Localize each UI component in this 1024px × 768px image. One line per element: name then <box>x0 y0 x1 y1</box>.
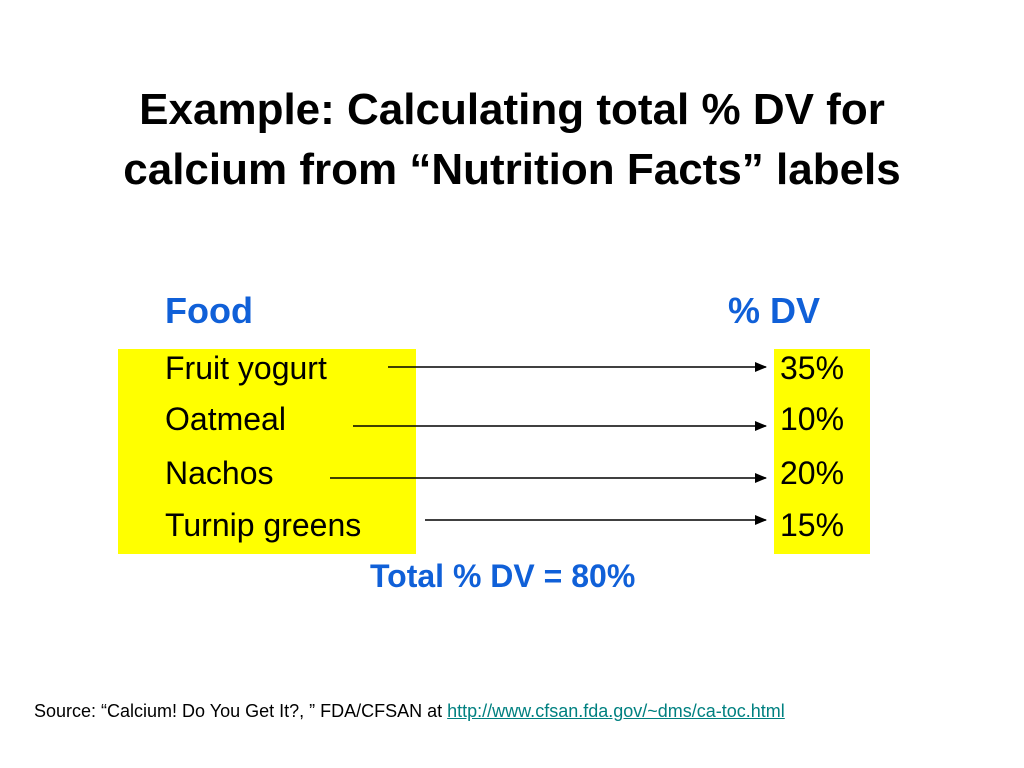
dv-value: 15% <box>780 507 845 543</box>
title-line-1: Example: Calculating total % DV for <box>139 85 885 134</box>
food-name: Oatmeal <box>165 401 286 437</box>
food-name: Fruit yogurt <box>165 350 327 386</box>
total-dv: Total % DV = 80% <box>370 558 636 594</box>
source-link[interactable]: http://www.cfsan.fda.gov/~dms/ca-toc.htm… <box>447 701 785 721</box>
dv-highlight <box>774 349 870 554</box>
food-name: Turnip greens <box>165 507 362 543</box>
dv-value: 20% <box>780 455 845 491</box>
dv-column-header: % DV <box>728 290 821 331</box>
slide-title: Example: Calculating total % DV for calc… <box>0 80 1024 200</box>
source-prefix: Source: “Calcium! Do You Get It?, ” FDA/… <box>34 701 448 721</box>
food-name: Nachos <box>165 455 274 491</box>
dv-value: 10% <box>780 401 845 437</box>
source-citation: Source: “Calcium! Do You Get It?, ” FDA/… <box>34 700 785 722</box>
title-line-2: calcium from “Nutrition Facts” labels <box>123 145 901 194</box>
food-highlight <box>118 349 416 554</box>
food-column-header: Food <box>165 290 253 331</box>
dv-value: 35% <box>780 350 845 386</box>
